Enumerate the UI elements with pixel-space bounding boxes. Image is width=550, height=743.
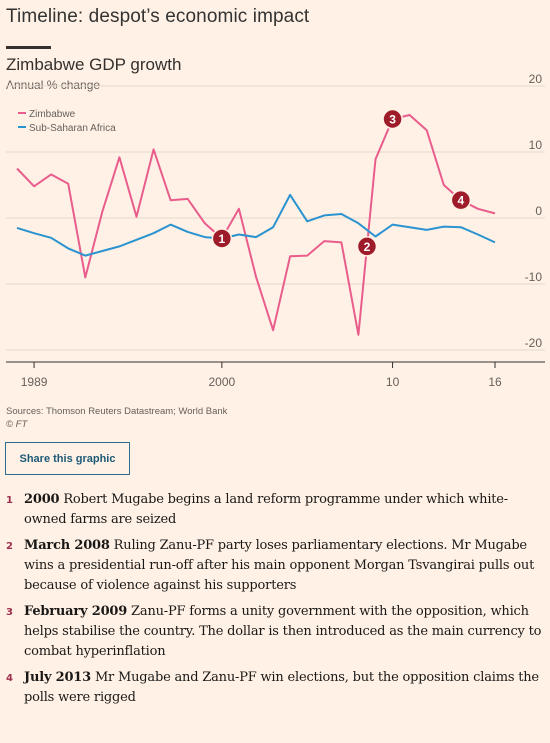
event-marker-2	[356, 236, 378, 257]
source-line: Sources: Thomson Reuters Datastream; Wor…	[6, 406, 228, 417]
x-tick-label: 1989	[21, 375, 48, 389]
event-marker-label: 1	[219, 232, 226, 246]
x-tick-label: 2000	[209, 375, 236, 389]
share-graphic-button[interactable]: Share this graphic	[5, 442, 130, 475]
event-marker-label: 4	[458, 194, 465, 208]
x-tick-label: 10	[386, 375, 400, 389]
legend-label: Sub-Saharan Africa	[29, 123, 116, 134]
event-item: 1 2000 Robert Mugabe begins a land reform…	[6, 490, 546, 530]
event-date: July 2013	[24, 670, 92, 685]
event-text: 2000 Robert Mugabe begins a land reform …	[24, 490, 546, 530]
y-tick-label: 10	[529, 138, 543, 152]
event-description: Ruling Zanu-PF party loses parliamentary…	[24, 538, 535, 593]
event-text: July 2013 Mr Mugabe and Zanu-PF win elec…	[24, 668, 546, 708]
event-marker-1	[211, 228, 233, 249]
event-number: 4	[6, 673, 13, 684]
event-description: Mr Mugabe and Zanu-PF win elections, but…	[24, 670, 539, 705]
series-line-sub-saharan-africa	[16, 193, 496, 257]
chart-title: Zimbabwe GDP growth	[6, 55, 182, 74]
y-tick-label: -10	[525, 270, 543, 284]
event-marker-label: 2	[364, 240, 371, 254]
event-text: March 2008 Ruling Zanu-PF party loses pa…	[24, 536, 546, 596]
page-title: Timeline: despot’s economic impact	[6, 6, 310, 27]
title-rule	[6, 46, 51, 49]
gdp-growth-chart: 20 10 0 -10 -20 1989 2000 10 16 Zimbabwe Sub-Sahar…	[6, 72, 545, 389]
y-tick-label: 0	[535, 204, 542, 218]
copyright-line: © FT	[6, 419, 28, 430]
event-marker-4	[450, 189, 472, 211]
event-marker-3	[382, 108, 403, 130]
event-description: Zanu-PF forms a unity government with th…	[24, 604, 542, 659]
series-line-zimbabwe	[16, 114, 496, 336]
y-tick-label: -20	[525, 336, 543, 350]
event-description: Robert Mugabe begins a land reform progr…	[24, 492, 508, 527]
source-note: Sources: Thomson Reuters Datastream; Wor…	[6, 405, 227, 431]
event-text: February 2009 Zanu-PF forms a unity gove…	[24, 602, 546, 662]
event-item: 3 February 2009 Zanu-PF forms a unity gov…	[6, 602, 546, 662]
events-list: 1 2000 Robert Mugabe begins a land reform…	[6, 490, 546, 714]
event-date: March 2008	[24, 538, 110, 553]
event-number: 2	[6, 541, 13, 552]
event-number: 1	[6, 495, 13, 506]
event-item: 2 March 2008 Ruling Zanu-PF party loses p…	[6, 536, 546, 596]
legend-label: Zimbabwe	[29, 109, 76, 120]
event-date: February 2009	[24, 604, 128, 619]
y-tick-label: 20	[529, 72, 543, 86]
x-tick-label: 16	[488, 375, 502, 389]
chart-subtitle: Annual % change	[6, 78, 101, 92]
event-marker-label: 3	[389, 113, 396, 127]
event-date: 2000	[24, 492, 60, 507]
event-number: 3	[6, 607, 13, 618]
event-item: 4 July 2013 Mr Mugabe and Zanu-PF win ele…	[6, 668, 546, 708]
